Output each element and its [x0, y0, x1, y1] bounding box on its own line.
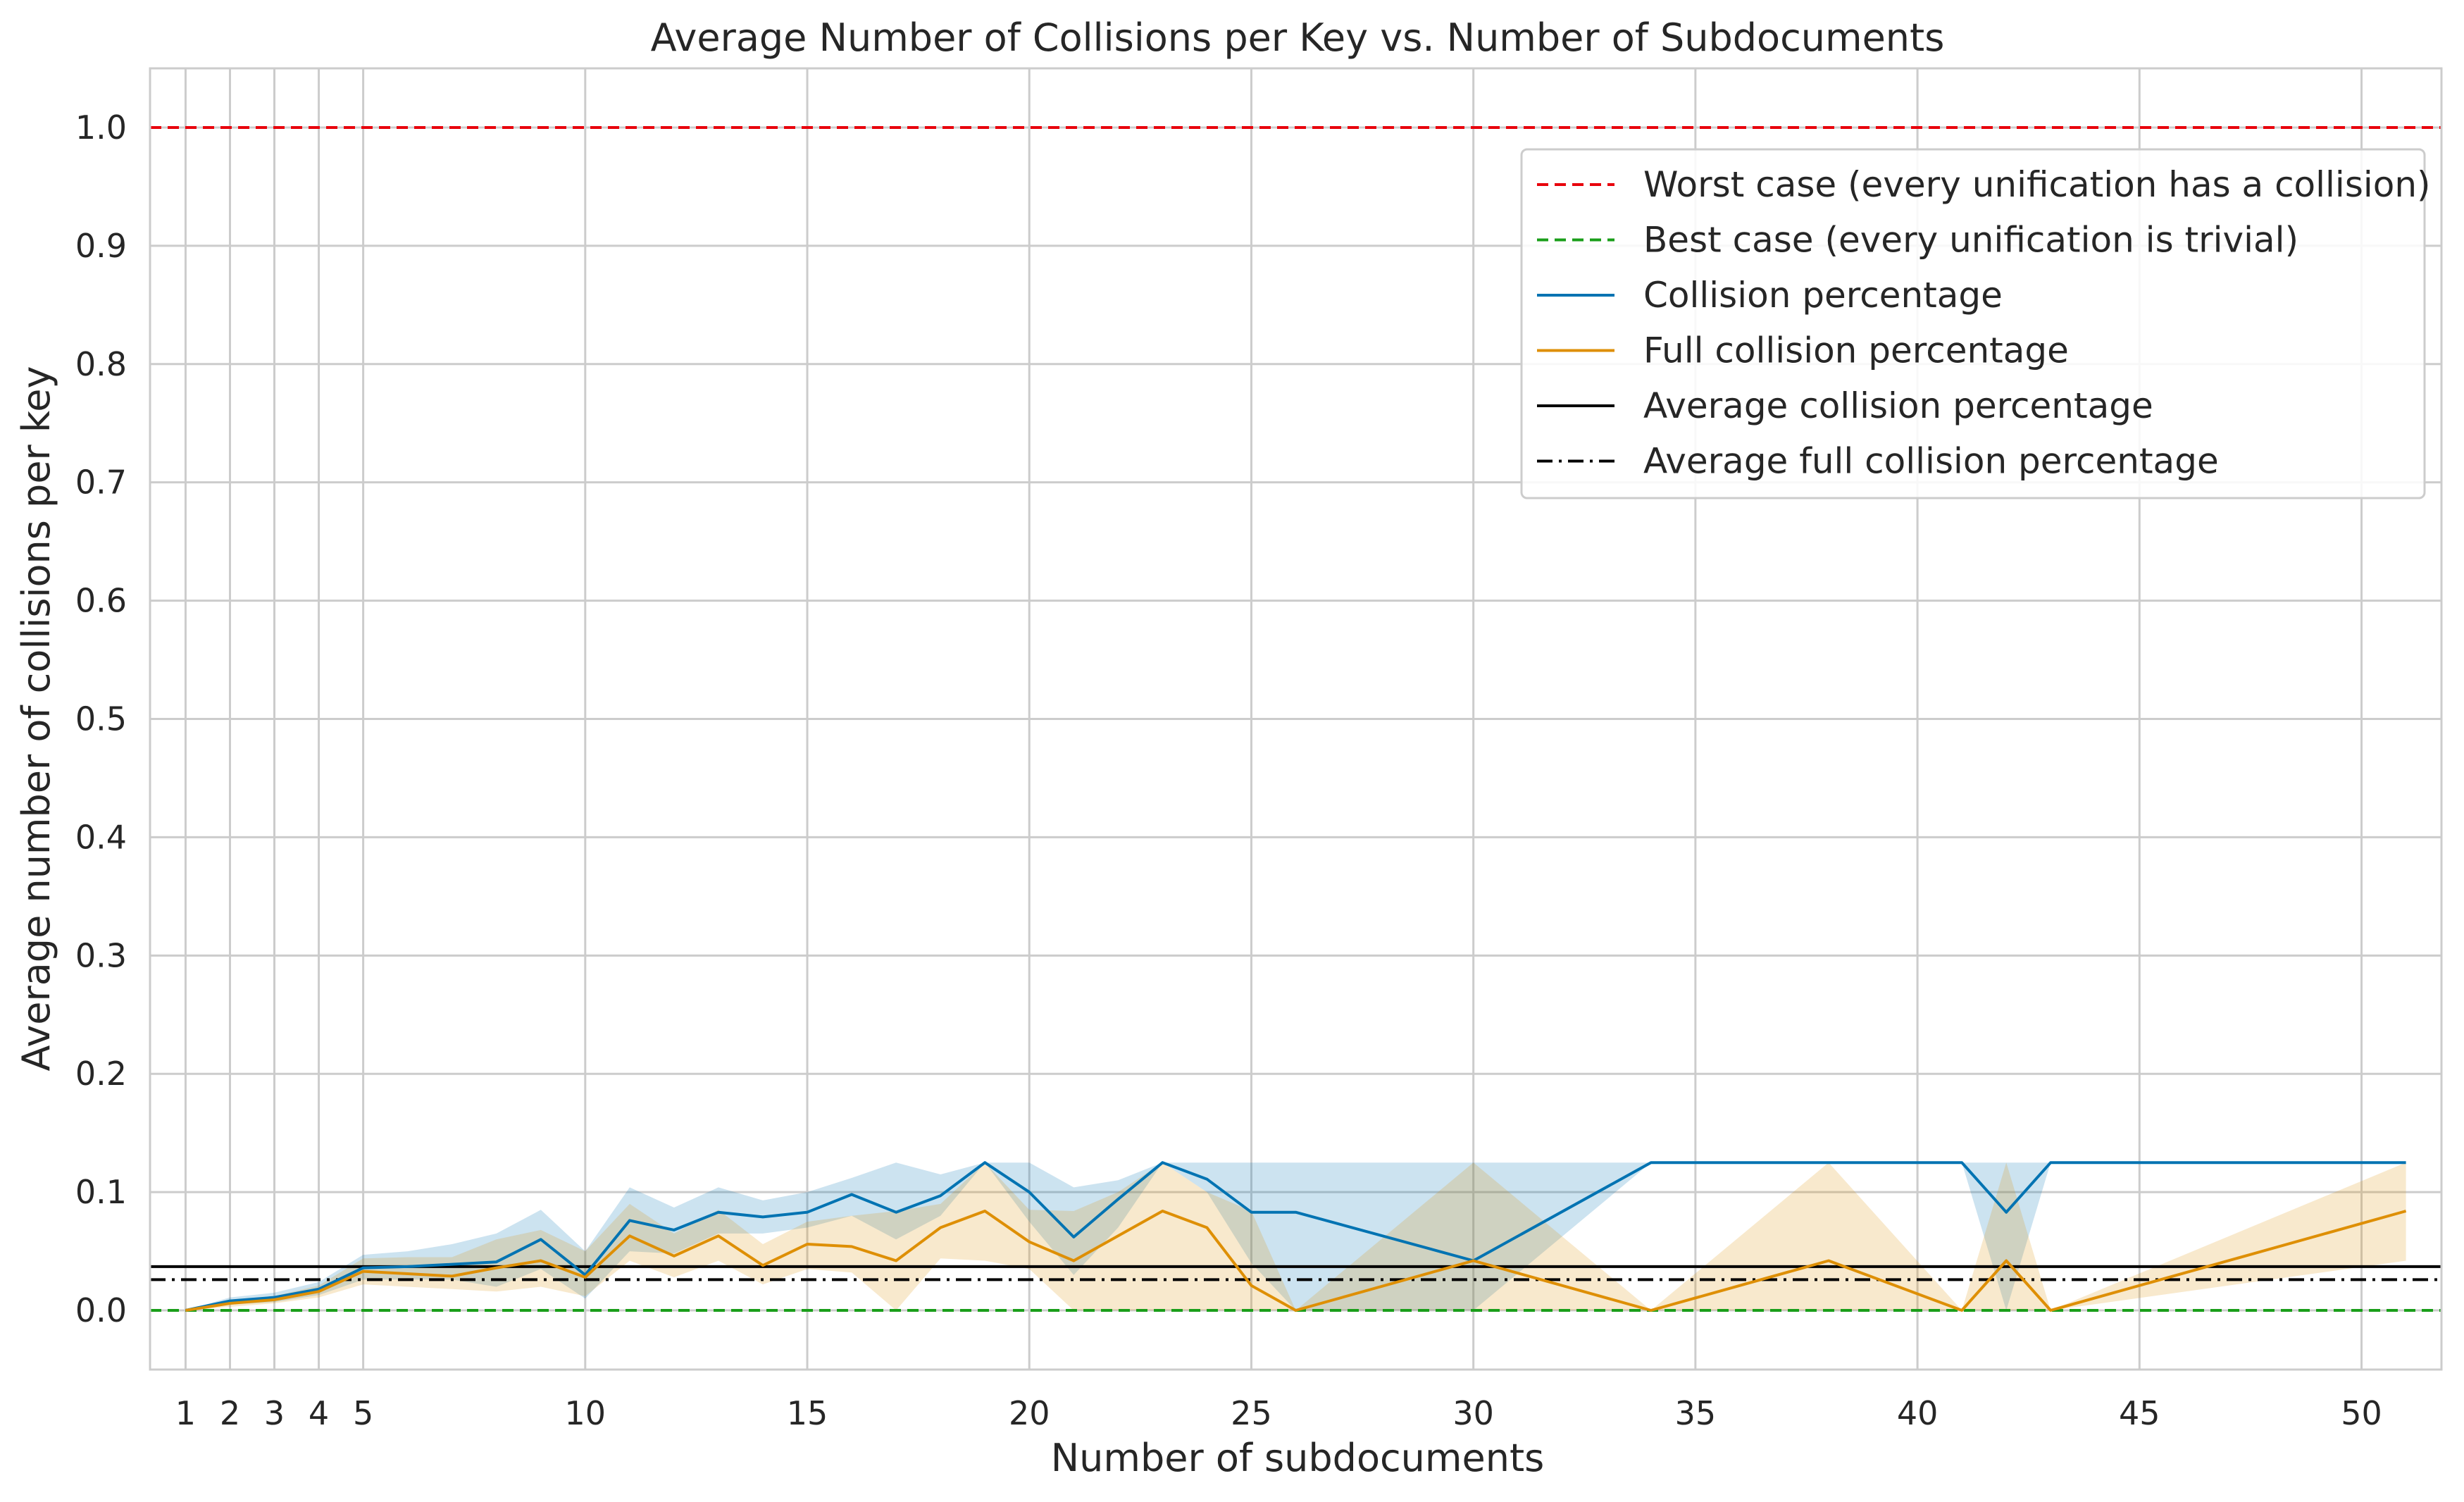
legend-label-3: Full collision percentage: [1643, 330, 2069, 371]
x-tick-label-9: 30: [1452, 1394, 1494, 1432]
legend: Worst case (every unification has a coll…: [1520, 148, 2431, 499]
series-0-line: [185, 1161, 2406, 1312]
x-tick-label-4: 5: [353, 1394, 373, 1432]
band-layer: [185, 1162, 2406, 1310]
series-0-confidence-band: [185, 1162, 2406, 1310]
x-axis-label: Number of subdocuments: [1051, 1436, 1545, 1480]
tick-labels-layer: 1 2 3 4 5 10 15 20 25 30 35 40 45 500.00.10.20.30.40.…: [75, 108, 2382, 1432]
x-tick-label-8: 25: [1231, 1394, 1272, 1432]
legend-label-5: Average full collision percentage: [1643, 441, 2219, 482]
y-tick-label-3: 0.3: [75, 936, 127, 974]
y-tick-label-0: 0.0: [75, 1291, 127, 1329]
legend-label-2: Collision percentage: [1643, 275, 2003, 316]
y-tick-label-4: 0.4: [75, 818, 127, 856]
x-tick-label-10: 35: [1675, 1394, 1717, 1432]
plot-frame: [149, 67, 2443, 1371]
y-tick-label-6: 0.6: [75, 582, 127, 620]
x-tick-label-0: 1: [175, 1394, 196, 1432]
x-tick-label-5: 10: [565, 1394, 606, 1432]
y-tick-label-5: 0.5: [75, 700, 127, 738]
legend-frame: [1520, 148, 2426, 499]
legend-label-1: Best case (every unification is trivial): [1643, 220, 2298, 261]
x-tick-label-1: 2: [220, 1394, 240, 1432]
y-tick-label-8: 0.8: [75, 345, 127, 383]
chart-title: Average Number of Collisions per Key vs.…: [651, 15, 1945, 60]
x-tick-label-7: 20: [1009, 1394, 1050, 1432]
x-tick-label-11: 40: [1897, 1394, 1939, 1432]
y-tick-label-2: 0.2: [75, 1055, 127, 1093]
series-lines-layer: [185, 1161, 2407, 1312]
x-tick-label-6: 15: [787, 1394, 828, 1432]
legend-label-4: Average collision percentage: [1643, 385, 2153, 426]
x-tick-label-12: 45: [2119, 1394, 2160, 1432]
y-tick-label-10: 1.0: [75, 108, 127, 147]
legend-label-0: Worst case (every unification has a coll…: [1643, 164, 2431, 205]
y-tick-label-9: 0.9: [75, 227, 127, 265]
y-tick-label-1: 0.1: [75, 1173, 127, 1211]
x-tick-label-3: 4: [309, 1394, 329, 1432]
series-1-line: [185, 1210, 2407, 1312]
x-tick-label-13: 50: [2341, 1394, 2382, 1432]
series-1-confidence-band: [185, 1162, 2406, 1310]
x-tick-label-2: 3: [264, 1394, 285, 1432]
y-axis-label: Average number of collisions per key: [14, 366, 58, 1072]
y-tick-label-7: 0.7: [75, 464, 127, 502]
